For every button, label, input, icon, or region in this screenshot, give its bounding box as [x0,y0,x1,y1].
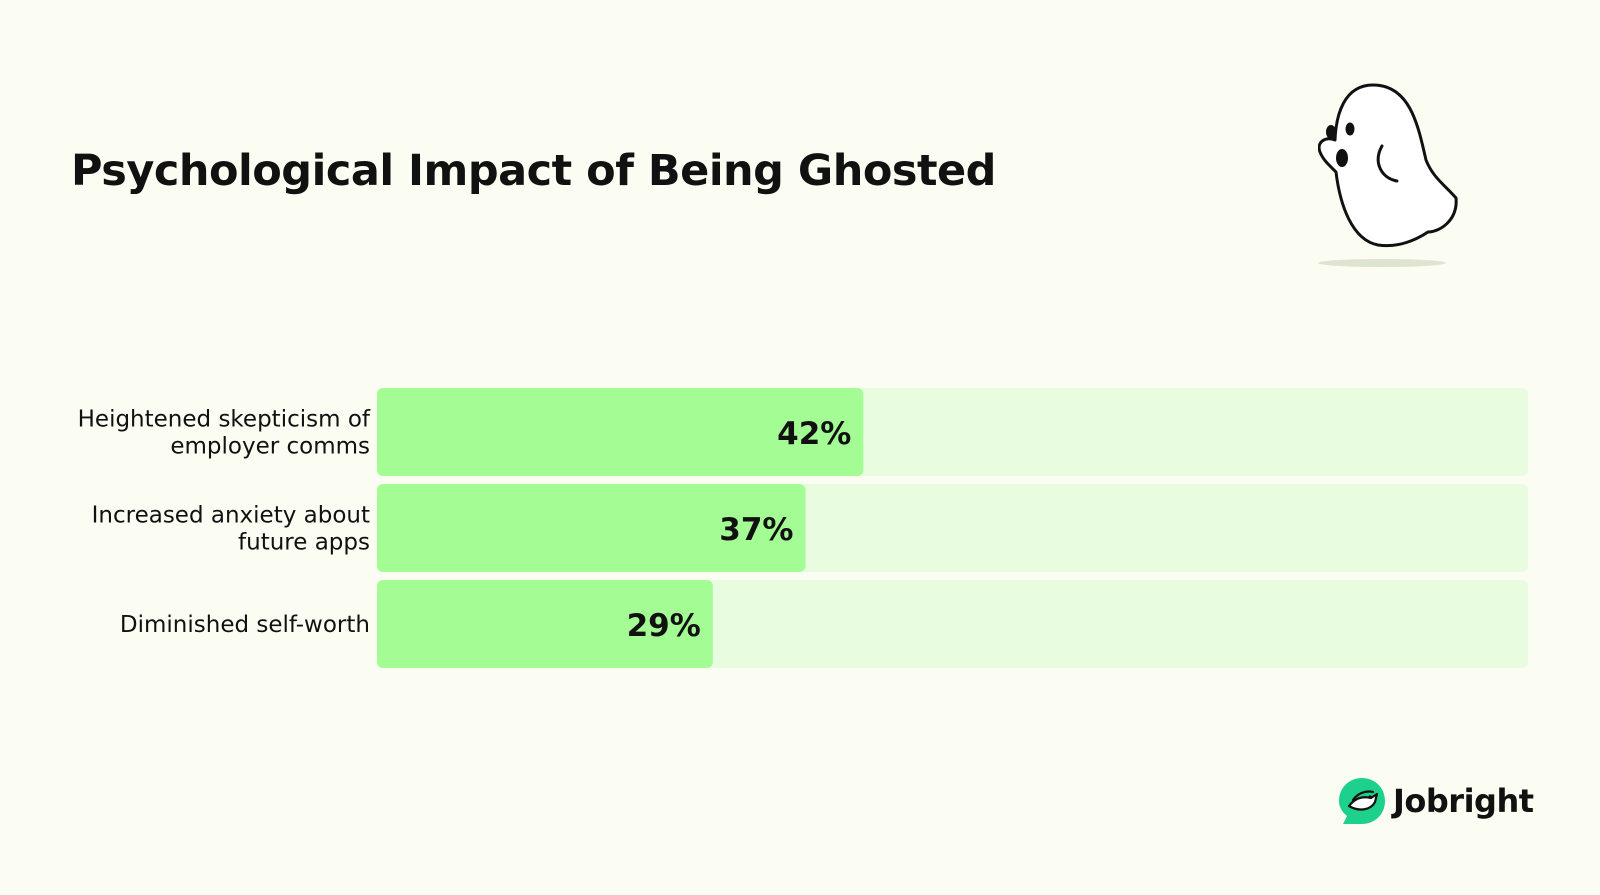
bar-value-label: 37% [719,512,793,548]
ghost-eye-right [1345,122,1355,136]
ghost-illustration [1318,83,1458,267]
jobright-bird-logo-icon [1339,778,1385,824]
ghost-eye-left [1326,125,1336,139]
bar-value-label: 42% [777,416,851,452]
bar [377,484,806,572]
brand-logo: Jobright [1337,776,1534,826]
category-label: Increased anxiety about [92,503,370,529]
ghost-shadow [1318,259,1446,267]
category-label: Heightened skepticism of [78,407,371,433]
bar-value-label: 29% [627,608,701,644]
ghost-arm [1376,144,1399,183]
bar [377,580,713,668]
chart-title: Psychological Impact of Being Ghosted [71,146,996,196]
bar [377,388,864,476]
brand-name: Jobright [1393,782,1534,820]
category-label: employer comms [170,434,370,460]
category-label: future apps [238,530,370,556]
category-label: Diminished self-worth [120,612,370,638]
ghost-mouth [1336,149,1348,167]
